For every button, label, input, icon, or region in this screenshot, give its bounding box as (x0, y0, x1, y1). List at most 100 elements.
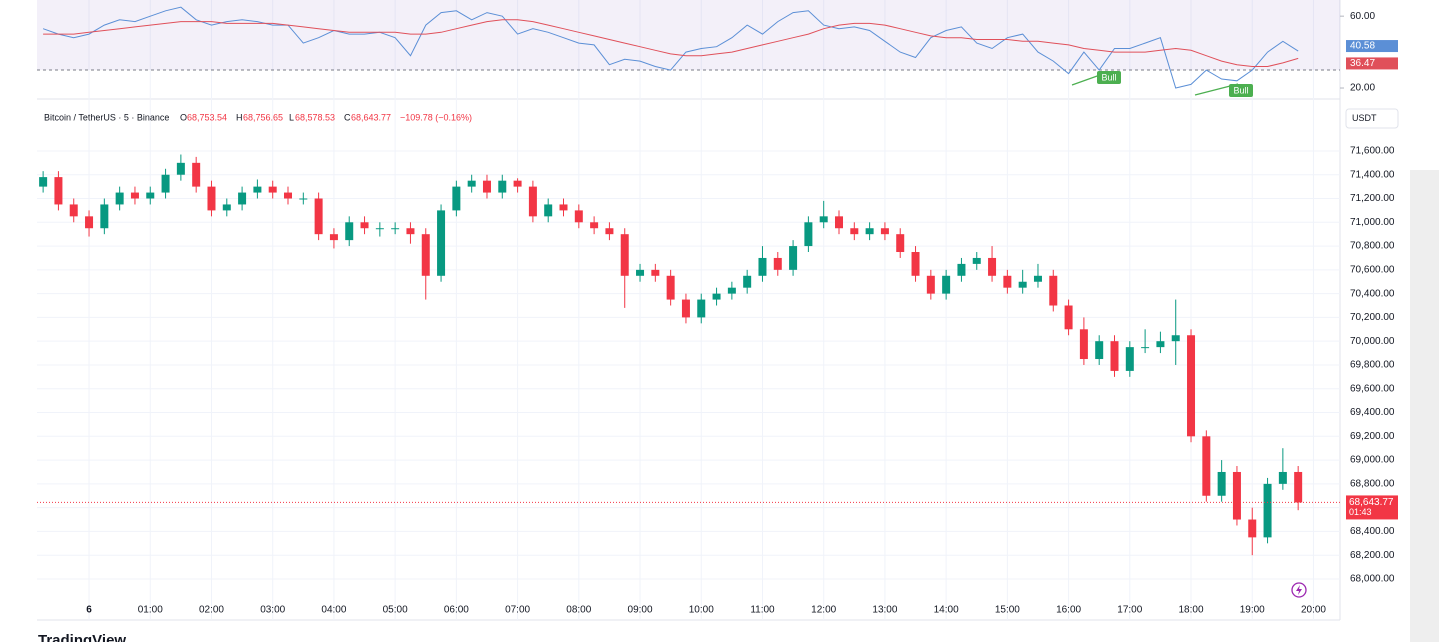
x-tick-label: 19:00 (1240, 605, 1265, 616)
candle-body (1232, 471, 1241, 520)
alert-bolt (1296, 585, 1302, 595)
rsi-band (37, 0, 1340, 71)
candle-body (85, 216, 94, 229)
value-label: 36.47 (1350, 58, 1375, 69)
divergence-line (1071, 74, 1101, 86)
candle-body (207, 186, 216, 211)
candle-body (299, 198, 308, 200)
y-tick-label: 69,800.00 (1350, 360, 1395, 371)
candle-body (789, 246, 798, 270)
candle-body (1125, 347, 1134, 371)
x-tick-label: 14:00 (934, 605, 959, 616)
y-tick-label: 68,800.00 (1350, 479, 1395, 490)
currency-box[interactable] (1345, 108, 1399, 129)
candle-body (590, 222, 599, 229)
x-tick-label: 12:00 (811, 605, 836, 616)
x-tick-label: 02:00 (199, 605, 224, 616)
candle-body (896, 234, 905, 253)
x-tick-label: 04:00 (321, 605, 346, 616)
y-tick-label: 71,000.00 (1350, 217, 1395, 228)
candle-body (452, 186, 461, 211)
candle-body (1079, 329, 1088, 360)
candle-body (284, 192, 293, 199)
candle-body (1171, 335, 1180, 342)
candle-body (161, 174, 170, 193)
candle-body (880, 228, 889, 235)
x-tick-label: 03:00 (260, 605, 285, 616)
candle-body (1049, 275, 1058, 306)
candle-body (391, 228, 400, 230)
bull-badge (1097, 71, 1121, 84)
candle-body (146, 192, 155, 199)
candle-body (605, 228, 614, 235)
candle-body (54, 177, 63, 205)
value-label: 40.58 (1350, 41, 1375, 52)
ohlc-key: L (289, 112, 294, 122)
candle-body (130, 192, 139, 199)
candle-body (69, 204, 78, 217)
x-tick-label: 10:00 (689, 605, 714, 616)
candle-body (115, 192, 124, 205)
ohlc-value: 68,753.54 (187, 112, 227, 122)
countdown: 01:43 (1349, 507, 1372, 517)
x-tick-label: 16:00 (1056, 605, 1081, 616)
bull-badge (1229, 84, 1253, 97)
y-tick-label: 69,400.00 (1350, 407, 1395, 418)
candle-body (926, 275, 935, 294)
y-tick-label: 71,600.00 (1350, 146, 1395, 157)
y-tick-label: 71,200.00 (1350, 193, 1395, 204)
ohlc-key: H (236, 112, 243, 122)
candle-body (1217, 471, 1226, 496)
candle-body (268, 186, 277, 193)
candle-body (1294, 471, 1303, 503)
change: −109.78 (−0.16%) (400, 112, 472, 122)
candle-body (1248, 519, 1257, 538)
x-tick-label: 6 (86, 605, 92, 616)
price-label-box (1346, 495, 1398, 520)
grid (37, 0, 1344, 620)
y-tick-label: 69,000.00 (1350, 455, 1395, 466)
candle-body (345, 222, 354, 241)
value-box (1346, 57, 1398, 70)
marks (37, 6, 1340, 556)
bull-label: Bull (1233, 85, 1248, 95)
bull-label: Bull (1101, 72, 1116, 82)
candle-body (865, 228, 874, 235)
candle-body (819, 216, 828, 223)
candle-body (727, 287, 736, 294)
candle-body (100, 204, 109, 229)
side-shadow (1410, 170, 1439, 642)
ohlc-key: C (344, 112, 351, 122)
candle-body (406, 228, 415, 235)
candle-body (39, 177, 48, 187)
y-tick-label: 71,400.00 (1350, 169, 1395, 180)
x-tick-label: 01:00 (138, 605, 163, 616)
value-box (1346, 40, 1398, 53)
ohlc-key: O (180, 112, 187, 122)
ohlc-value: 68,756.65 (243, 112, 283, 122)
candle-body (375, 228, 384, 230)
y-tick-label: 68,000.00 (1350, 574, 1395, 585)
x-tick-label: 17:00 (1117, 605, 1142, 616)
rsi-line (42, 6, 1299, 89)
x-tick-label: 07:00 (505, 605, 530, 616)
candle-body (253, 186, 262, 193)
x-tick-label: 11:00 (750, 605, 775, 616)
candle-body (804, 222, 813, 247)
y-tick-label: 70,000.00 (1350, 336, 1395, 347)
candle-body (1095, 341, 1104, 360)
ohlc-value: 68,578.53 (295, 112, 335, 122)
candle-body (528, 186, 537, 217)
symbol: Bitcoin / TetherUS · 5 · Binance (44, 112, 169, 122)
candle-body (222, 204, 231, 211)
candle-body (620, 234, 629, 276)
y-tick-label: 68,200.00 (1350, 550, 1395, 561)
candle-body (544, 204, 553, 217)
y-tick-label: 20.00 (1350, 83, 1375, 94)
alert-icon[interactable] (1291, 582, 1307, 598)
candle-body (972, 257, 981, 264)
y-tick-label: 70,200.00 (1350, 312, 1395, 323)
x-tick-label: 15:00 (995, 605, 1020, 616)
candle-body (192, 162, 201, 187)
